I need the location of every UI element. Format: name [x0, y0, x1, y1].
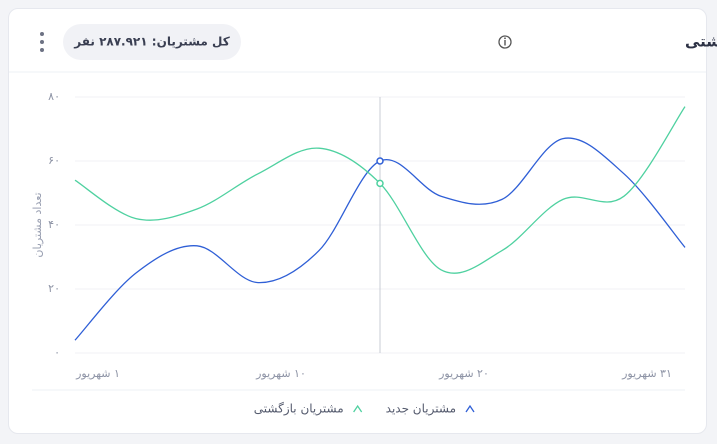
- x-tick-label: ۱ شهریور: [75, 367, 120, 380]
- y-axis-label: تعداد مشتریان: [31, 192, 44, 257]
- legend-icon: [465, 404, 475, 413]
- card: [8, 8, 707, 434]
- y-tick-label: ۶۰: [48, 154, 60, 167]
- legend-icon: [353, 404, 363, 413]
- legend-label: مشتریان جدید: [386, 402, 456, 417]
- legend-label: مشتریان بازگشتی: [254, 402, 344, 417]
- legend-item[interactable]: مشتریان جدید: [386, 402, 475, 417]
- y-tick-label: ۲۰: [48, 282, 60, 295]
- x-tick-label: ۱۰ شهریور: [255, 367, 306, 380]
- menu-button[interactable]: [40, 32, 44, 52]
- badge-text: کل مشتریان: ۲۸۷.۹۲۱ نفر: [73, 35, 229, 49]
- y-tick-label: ۴۰: [48, 218, 60, 231]
- chart-title: مشتریان جدید / بازگشتی: [685, 33, 717, 51]
- series-line: [74, 106, 686, 274]
- info-icon[interactable]: [498, 35, 512, 49]
- y-tick-label: ۸۰: [48, 90, 60, 103]
- x-tick-label: ۳۱ شهریور: [621, 367, 672, 380]
- hover-point: [376, 157, 384, 165]
- y-tick-label: ۰: [54, 346, 60, 359]
- hover-point: [376, 179, 384, 188]
- legend-item[interactable]: مشتریان بازگشتی: [254, 402, 363, 417]
- badge: [63, 24, 241, 60]
- x-tick-label: ۲۰ شهریور: [438, 367, 489, 380]
